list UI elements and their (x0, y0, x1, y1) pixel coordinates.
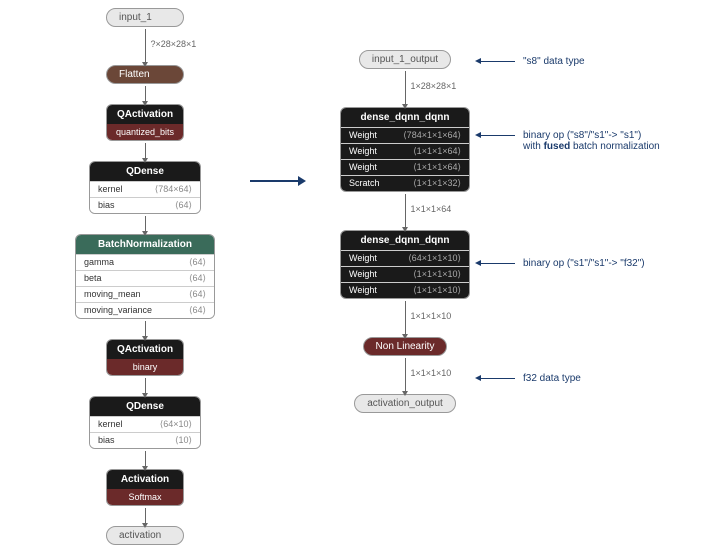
arrow (145, 143, 146, 159)
annotation-binary1: binary op ("s8"/"s1"-> "s1")with fused b… (480, 130, 660, 152)
annotation-s8: "s8" data type (480, 56, 585, 67)
dense1-node: dense_dqnn_dqnn Weight⟨784×1×1×64⟩ Weigh… (340, 107, 470, 192)
param-row: bias⟨10⟩ (90, 432, 200, 448)
nonlinearity-node: Non Linearity (363, 337, 448, 356)
node-header: dense_dqnn_dqnn (341, 231, 469, 250)
arrow (145, 508, 146, 524)
param-row: moving_mean⟨64⟩ (76, 286, 214, 302)
param-row: gamma⟨64⟩ (76, 254, 214, 270)
batchnorm-node: BatchNormalization gamma⟨64⟩ beta⟨64⟩ mo… (75, 234, 215, 319)
right-flow: input_1_output 1×28×28×1 dense_dqnn_dqnn… (340, 50, 470, 413)
arrow-icon (480, 135, 515, 136)
activation-node: Activation Softmax (106, 469, 184, 506)
left-flow: input_1 ?×28×28×1 Flatten QActivation qu… (75, 8, 215, 545)
node-header: BatchNormalization (76, 235, 214, 254)
dense2-node: dense_dqnn_dqnn Weight⟨64×1×1×10⟩ Weight… (340, 230, 470, 299)
annotation-binary2: binary op ("s1"/"s1"-> "f32") (480, 258, 645, 269)
edge-label: 1×1×1×64 (411, 204, 452, 214)
arrow-icon (480, 378, 515, 379)
arrow (145, 86, 146, 102)
edge-label: 1×1×1×10 (411, 368, 452, 378)
node-header: Activation (107, 470, 183, 489)
flatten-node: Flatten (106, 65, 184, 84)
node-header: dense_dqnn_dqnn (341, 108, 469, 127)
annotation-f32: f32 data type (480, 373, 581, 384)
qdense2-node: QDense kernel⟨64×10⟩ bias⟨10⟩ (89, 396, 201, 449)
output-node: activation (106, 526, 184, 545)
arrow: ?×28×28×1 (145, 29, 146, 63)
node-header: QActivation (107, 105, 183, 124)
qdense1-node: QDense kernel⟨784×64⟩ bias⟨64⟩ (89, 161, 201, 214)
param-row: Weight⟨1×1×1×64⟩ (341, 159, 469, 175)
arrow: 1×28×28×1 (405, 71, 406, 105)
node-subtitle: Softmax (107, 489, 183, 505)
node-subtitle: quantized_bits (107, 124, 183, 140)
transform-arrow (250, 180, 300, 182)
param-row: Weight⟨1×1×1×64⟩ (341, 143, 469, 159)
param-row: beta⟨64⟩ (76, 270, 214, 286)
param-row: kernel⟨784×64⟩ (90, 181, 200, 197)
edge-label: 1×1×1×10 (411, 311, 452, 321)
edge-label: 1×28×28×1 (411, 81, 457, 91)
param-row: Scratch⟨1×1×1×32⟩ (341, 175, 469, 191)
arrow: 1×1×1×64 (405, 194, 406, 228)
param-row: bias⟨64⟩ (90, 197, 200, 213)
activation-output-node: activation_output (354, 394, 456, 413)
node-subtitle: binary (107, 359, 183, 375)
arrow-icon (480, 61, 515, 62)
qactivation1-node: QActivation quantized_bits (106, 104, 184, 141)
param-row: Weight⟨1×1×1×10⟩ (341, 266, 469, 282)
qactivation2-node: QActivation binary (106, 339, 184, 376)
param-row: Weight⟨64×1×1×10⟩ (341, 250, 469, 266)
param-row: moving_variance⟨64⟩ (76, 302, 214, 318)
param-row: Weight⟨784×1×1×64⟩ (341, 127, 469, 143)
arrow (145, 321, 146, 337)
arrow-icon (480, 263, 515, 264)
param-row: Weight⟨1×1×1×10⟩ (341, 282, 469, 298)
node-header: QActivation (107, 340, 183, 359)
param-row: kernel⟨64×10⟩ (90, 416, 200, 432)
input-node: input_1 (106, 8, 184, 27)
node-header: QDense (90, 162, 200, 181)
arrow: 1×1×1×10 (405, 301, 406, 335)
input-output-node: input_1_output (359, 50, 451, 69)
edge-label: ?×28×28×1 (151, 39, 197, 49)
arrow (145, 216, 146, 232)
arrow (145, 451, 146, 467)
arrow: 1×1×1×10 (405, 358, 406, 392)
node-header: QDense (90, 397, 200, 416)
arrow (145, 378, 146, 394)
